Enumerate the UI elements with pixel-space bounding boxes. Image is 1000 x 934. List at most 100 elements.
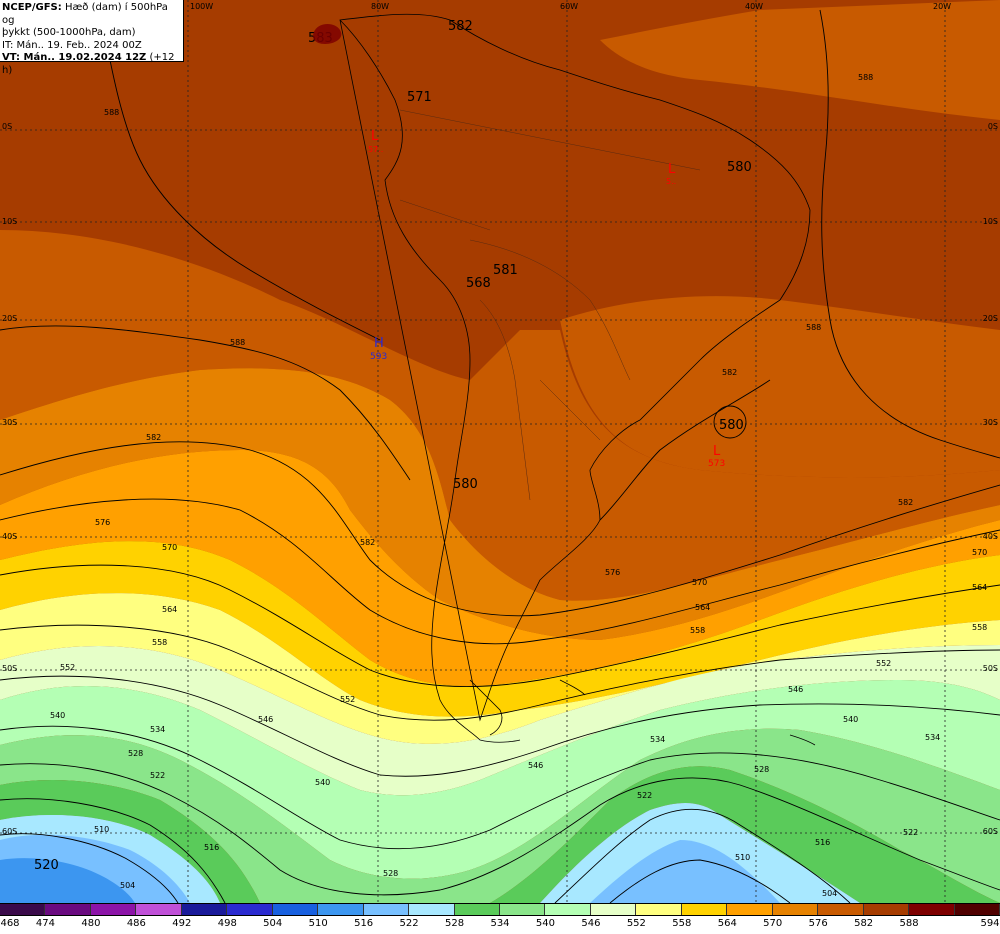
contour-label: 522 (637, 791, 652, 800)
colorbar-swatch (318, 904, 364, 915)
colorbar-swatch (0, 904, 46, 915)
contour-label: 546 (258, 715, 273, 724)
coastline (339, 13, 816, 746)
contour-label: 588 (104, 108, 119, 117)
contour-label: 588 (858, 73, 873, 82)
colorbar-swatch (863, 904, 910, 915)
title-lead-time: (+12 h) (2, 52, 175, 76)
contour-label: 564 (972, 583, 987, 592)
contour-label: 534 (150, 725, 165, 734)
contour-label: 528 (128, 749, 143, 758)
colorbar-swatch (636, 904, 682, 915)
colorbar-swatch (409, 904, 455, 915)
title-line-4: VT: Mán.. 19.02.2024 12Z (+12 h) (2, 52, 183, 77)
contour-label: 528 (754, 765, 769, 774)
contour-label: 540 (843, 715, 858, 724)
colorbar-labels: 468 474 480 486 492 498 504 510 516 522 528 534 540 5… (0, 916, 1000, 934)
colorbar-swatch (227, 904, 273, 915)
title-init-time: IT: Mán.. 19. Feb.. 2024 00Z (2, 39, 142, 51)
thickness-fill (0, 0, 1000, 903)
high-patch (313, 24, 342, 44)
height-contours (0, 9, 1000, 903)
lat-label: 30S (983, 418, 998, 427)
low-center-value-3: 57.. (368, 145, 383, 154)
lon-label: 80W (371, 2, 389, 11)
lat-label: 50S (983, 664, 998, 673)
contour-label: 504 (120, 881, 135, 890)
lon-label: 100W (190, 2, 213, 11)
colorbar-swatch (272, 904, 319, 915)
colorbar-swatch (545, 904, 591, 915)
map-title-box: NCEP/GFS: Hæð (dam) í 500hPa og þykkt (5… (0, 0, 184, 76)
contour-label: 552 (60, 663, 75, 672)
colorbar-label: 534 (490, 918, 510, 929)
title-model: NCEP/GFS: (2, 2, 62, 13)
lat-label: 10S (2, 217, 17, 226)
latitude-labels-left: 0S 10S 20S 30S 40S 50S 60S (2, 122, 17, 836)
contour-label: 570 (972, 548, 987, 557)
colorbar-label: 522 (399, 918, 419, 929)
title-line-2: þykkt (500-1000hPa, dam) (2, 27, 136, 38)
contour-label: 516 (204, 843, 219, 852)
colorbar-label: 582 (854, 918, 874, 929)
contour-label: 504 (822, 889, 837, 898)
contour-label: 558 (152, 638, 167, 647)
pressure-centers: H 593 L 573 L 5.. L 57.. (368, 129, 725, 469)
colorbar-label: 576 (808, 918, 828, 929)
contour-label: 528 (383, 869, 398, 878)
height-label-580-s: 580 (453, 477, 478, 492)
colorbar-label: 468 (0, 918, 20, 929)
contour-label: 534 (925, 733, 940, 742)
contour-label: 576 (95, 518, 110, 527)
contour-label: 510 (94, 825, 109, 834)
lon-label: 60W (560, 2, 578, 11)
colorbar: 468 474 480 486 492 498 504 510 516 522 528 534 540 5… (0, 903, 1000, 934)
colorbar-label: 528 (444, 918, 465, 929)
height-label-568: 568 (466, 276, 491, 291)
colorbar-swatch (818, 904, 864, 915)
contour-label: 588 (230, 338, 245, 347)
lat-label: 60S (2, 827, 17, 836)
lat-label: 60S (983, 827, 998, 836)
low-center-letter-3: L (371, 129, 379, 144)
colorbar-swatch (727, 904, 773, 915)
lat-label: 20S (983, 314, 998, 323)
colorbar-label: 492 (172, 918, 192, 929)
high-center-value: 593 (370, 352, 387, 362)
colorbar-label: 558 (672, 918, 692, 929)
colorbar-label: 564 (717, 918, 737, 929)
colorbar-label: 516 (354, 918, 374, 929)
colorbar-label: 540 (535, 918, 555, 929)
height-label-520: 520 (34, 858, 59, 873)
contour-label: 522 (903, 828, 918, 837)
contour-label: 546 (528, 761, 543, 770)
contour-label: 558 (690, 626, 705, 635)
colorbar-swatches (0, 903, 1000, 916)
country-borders (399, 109, 701, 501)
colorbar-swatch (454, 904, 500, 915)
lat-label: 40S (983, 532, 998, 541)
colorbar-label: 594 (980, 918, 1000, 929)
height-label-580-ne: 580 (727, 160, 752, 175)
contour-label: 564 (162, 605, 177, 614)
height-label-581: 581 (493, 263, 518, 278)
colorbar-label: 552 (626, 918, 646, 929)
lat-label: 0S (988, 122, 998, 131)
lat-lon-grid (0, 0, 1000, 903)
contour-label: 564 (695, 603, 710, 612)
colorbar-swatch (499, 904, 546, 915)
colorbar-label: 504 (263, 918, 283, 929)
lat-label: 50S (2, 664, 17, 673)
contour-label: 576 (605, 568, 620, 577)
contour-label: 522 (150, 771, 165, 780)
weather-map: 588 588 588 582 582 582 576 576 570 570 … (0, 0, 1000, 903)
low-center-value-2: 5.. (666, 177, 676, 186)
contour-label: 570 (692, 578, 707, 587)
longitude-labels: 100W 80W 60W 40W 20W (190, 2, 951, 11)
high-center-letter: H (374, 336, 384, 351)
contour-label: 582 (360, 538, 375, 547)
colorbar-label: 588 (899, 918, 919, 929)
colorbar-swatch (90, 904, 137, 915)
title-valid-time: VT: Mán.. 19.02.2024 12Z (2, 52, 147, 63)
lat-label: 0S (2, 122, 12, 131)
